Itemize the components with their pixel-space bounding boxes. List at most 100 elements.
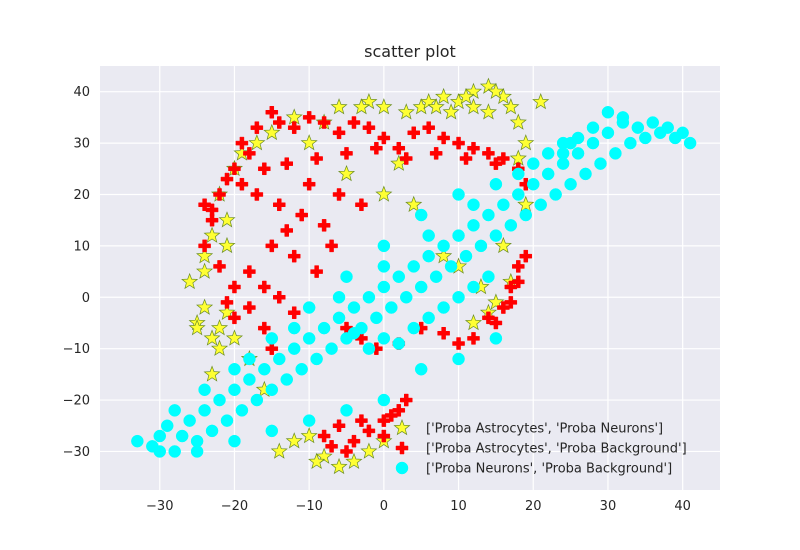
data-point	[519, 208, 533, 222]
data-point	[205, 213, 219, 227]
data-point	[340, 445, 353, 458]
x-tick-label: 10	[450, 499, 467, 514]
data-point	[340, 270, 353, 283]
data-point	[452, 229, 465, 242]
x-tick-label: −10	[295, 499, 322, 514]
data-point	[437, 131, 450, 145]
data-point	[502, 98, 520, 115]
data-point	[325, 342, 338, 355]
data-point	[385, 301, 398, 314]
data-point	[325, 239, 338, 253]
data-point	[352, 98, 370, 115]
y-tick-label: −30	[63, 445, 90, 460]
data-point	[175, 429, 189, 443]
data-point	[437, 326, 450, 340]
data-point	[464, 82, 483, 99]
data-point	[437, 301, 450, 314]
data-point	[377, 414, 391, 427]
data-point	[285, 432, 303, 449]
data-point	[265, 239, 279, 253]
data-point	[392, 270, 406, 283]
data-point	[273, 198, 286, 212]
data-point	[228, 362, 241, 376]
data-point	[422, 311, 435, 325]
data-point	[243, 265, 256, 278]
data-point	[302, 301, 316, 314]
data-point	[517, 134, 535, 151]
data-point	[429, 270, 443, 283]
data-point	[243, 147, 256, 160]
data-point	[464, 98, 483, 115]
data-point	[479, 77, 497, 94]
legend-label: ['Proba Neurons', 'Proba Background']	[426, 462, 672, 477]
data-point	[497, 301, 510, 314]
data-point	[285, 108, 303, 125]
data-point	[220, 172, 234, 186]
data-point	[228, 280, 241, 294]
data-point	[330, 457, 348, 475]
series-1	[181, 77, 550, 475]
legend: ['Proba Astrocytes', 'Proba Neurons'] ['P…	[393, 419, 687, 477]
data-point	[452, 136, 465, 150]
data-point	[295, 208, 308, 222]
data-point	[444, 260, 458, 273]
data-point	[308, 452, 326, 470]
data-point	[302, 414, 316, 427]
data-point	[504, 219, 518, 232]
legend-item: ['Proba Astrocytes', 'Proba Background']	[395, 442, 687, 457]
data-point	[265, 383, 279, 397]
data-point	[218, 211, 236, 228]
data-point	[422, 229, 435, 242]
data-point	[300, 134, 318, 151]
tick-labels: −30 −20 −10 0 10 20 30 40 −30 −20 −10 0 10 20 30 40	[63, 85, 691, 514]
data-point	[131, 434, 144, 448]
legend-label: ['Proba Astrocytes', 'Proba Neurons']	[426, 422, 663, 437]
data-point	[203, 365, 221, 382]
data-point	[225, 329, 244, 346]
data-point	[601, 126, 615, 140]
data-point	[631, 121, 645, 134]
data-point	[287, 321, 301, 335]
data-point	[347, 326, 361, 340]
data-point	[332, 311, 346, 325]
data-point	[302, 332, 316, 345]
data-point	[676, 126, 689, 140]
legend-item: ['Proba Neurons', 'Proba Background']	[395, 462, 672, 477]
data-point	[532, 92, 550, 110]
data-point	[300, 427, 318, 444]
y-tick-label: 40	[73, 85, 90, 100]
data-point	[258, 321, 271, 335]
data-point	[467, 198, 480, 212]
data-point	[385, 409, 398, 422]
data-point	[586, 136, 600, 150]
data-point	[377, 131, 391, 145]
data-point	[414, 208, 428, 222]
data-point	[160, 419, 174, 433]
data-point	[512, 275, 525, 289]
data-point	[489, 229, 503, 242]
data-point	[504, 280, 518, 294]
data-point	[250, 121, 264, 134]
data-point	[153, 445, 167, 458]
data-point	[489, 177, 503, 191]
data-point	[534, 198, 547, 212]
data-point	[280, 224, 293, 237]
data-point	[400, 291, 413, 304]
data-point	[422, 121, 435, 134]
data-point	[280, 157, 293, 170]
data-point	[198, 404, 211, 417]
data-point	[457, 87, 475, 105]
legend-label: ['Proba Astrocytes', 'Proba Background']	[426, 442, 687, 457]
data-point	[594, 157, 607, 170]
data-point	[210, 319, 229, 336]
data-point	[482, 208, 495, 222]
data-point	[556, 147, 570, 160]
data-point	[218, 303, 236, 320]
data-point	[377, 260, 391, 273]
data-point	[347, 301, 361, 314]
data-point	[332, 419, 346, 433]
data-point	[360, 442, 378, 459]
data-point	[624, 136, 637, 150]
plot-area	[100, 66, 720, 490]
data-point	[340, 404, 353, 417]
